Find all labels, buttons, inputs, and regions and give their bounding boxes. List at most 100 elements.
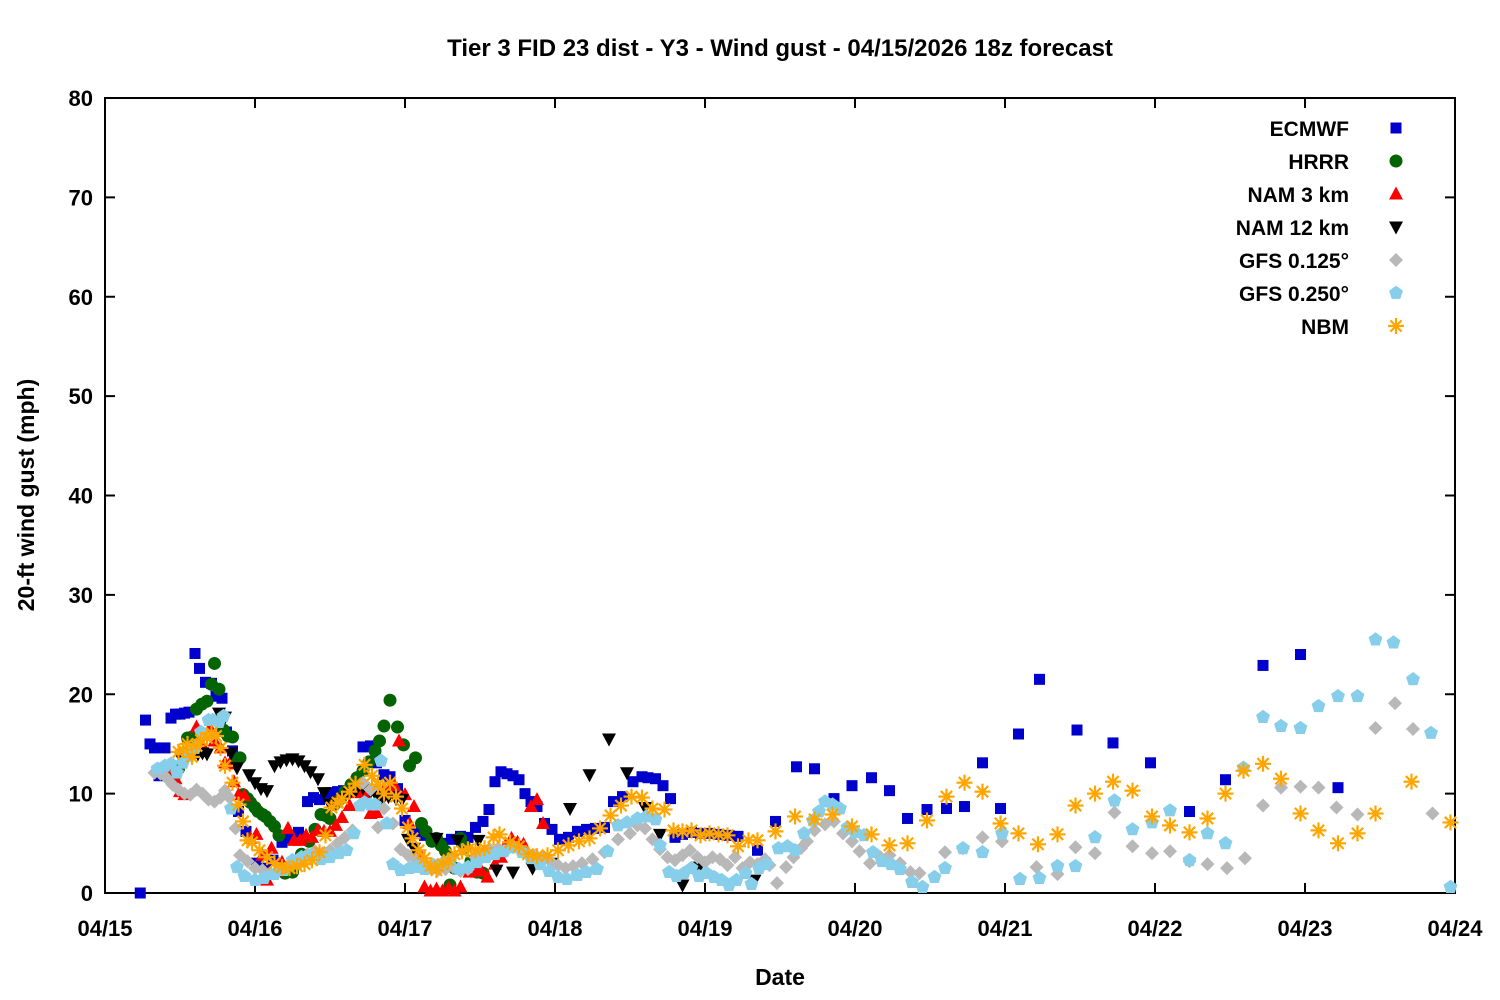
data-point [369, 805, 384, 819]
data-point [1349, 825, 1366, 842]
data-point [495, 766, 507, 778]
data-point [392, 733, 406, 747]
data-point [1330, 835, 1346, 852]
data-point [893, 861, 907, 876]
data-point [592, 820, 608, 837]
data-point [1274, 780, 1288, 795]
data-point [600, 843, 615, 858]
data-point [226, 730, 239, 744]
data-point [683, 843, 697, 858]
y-tick-label: 70 [69, 185, 93, 210]
legend-label: ECMWF [1270, 118, 1349, 141]
data-point [1424, 725, 1438, 739]
data-point [200, 694, 214, 708]
data-point [391, 720, 404, 734]
data-point [230, 762, 244, 776]
y-tick-label: 0 [81, 881, 93, 906]
data-point [1273, 770, 1289, 787]
data-point [638, 821, 652, 836]
data-point [1218, 836, 1233, 850]
legend-entry-nam-3-km: NAM 3 km [1247, 184, 1403, 207]
data-point [524, 799, 538, 813]
data-point [467, 842, 484, 859]
data-point [938, 860, 952, 875]
data-point [311, 844, 328, 861]
data-point [1406, 672, 1420, 686]
square-legend-icon [1390, 122, 1402, 134]
data-point [302, 796, 313, 808]
data-point [240, 854, 255, 869]
data-point [977, 757, 988, 769]
data-point [1274, 718, 1288, 732]
data-points [134, 632, 1459, 899]
data-point [183, 706, 195, 718]
legend-label: GFS 0.125° [1239, 250, 1349, 273]
data-point [314, 794, 325, 806]
data-point [230, 796, 247, 813]
data-point [394, 800, 410, 817]
data-point [938, 788, 955, 805]
x-tick-label: 04/17 [377, 916, 432, 941]
data-point [995, 803, 1006, 815]
data-point [1145, 757, 1156, 769]
data-point [1049, 826, 1066, 843]
diamond-legend-icon [1389, 253, 1403, 267]
data-point [665, 793, 676, 805]
data-point [208, 727, 224, 744]
data-point [1388, 696, 1402, 711]
data-point [744, 876, 759, 890]
data-point [317, 787, 331, 801]
data-point [368, 797, 382, 811]
data-point [683, 822, 700, 839]
data-point [335, 809, 349, 823]
data-point [194, 662, 205, 674]
data-point [378, 769, 390, 781]
data-point [1217, 785, 1234, 802]
data-point [759, 856, 774, 871]
data-point [374, 753, 388, 767]
data-point [912, 866, 927, 881]
y-tick-label: 20 [69, 682, 93, 707]
y-tick-label: 10 [69, 782, 93, 807]
data-point [620, 767, 634, 781]
data-point [974, 783, 991, 800]
data-point [1163, 844, 1177, 859]
data-point [582, 769, 597, 783]
data-point [767, 823, 784, 840]
data-point [572, 825, 583, 837]
data-point [738, 865, 753, 880]
data-point [866, 772, 877, 784]
data-point [334, 790, 350, 807]
circle-legend-icon [1389, 154, 1403, 168]
data-point [657, 780, 669, 792]
data-point [1071, 724, 1083, 736]
data-point [807, 823, 822, 838]
data-point [1199, 810, 1216, 827]
data-point [1220, 861, 1234, 876]
triangle-down-legend-icon [1389, 221, 1403, 235]
data-point [1238, 851, 1252, 866]
data-point [377, 719, 391, 733]
data-point [404, 830, 421, 847]
x-tick-label: 04/19 [677, 916, 732, 941]
data-point [1368, 632, 1383, 646]
data-point [224, 747, 238, 761]
data-point [590, 861, 604, 876]
data-point [903, 865, 918, 880]
data-point [602, 807, 619, 824]
data-point [305, 829, 319, 843]
legend-entry-nam-12-km: NAM 12 km [1236, 217, 1403, 240]
data-point [370, 776, 386, 793]
data-point [975, 830, 990, 845]
series-nbm [170, 725, 1459, 879]
data-point [656, 801, 673, 818]
data-point [1367, 805, 1384, 822]
data-point [222, 790, 237, 805]
data-point [1350, 807, 1365, 822]
legend-label: GFS 0.250° [1239, 283, 1349, 306]
data-point [617, 791, 628, 803]
data-point [623, 826, 637, 841]
data-point [1311, 780, 1326, 795]
data-point [410, 842, 427, 859]
data-point [1145, 846, 1159, 861]
